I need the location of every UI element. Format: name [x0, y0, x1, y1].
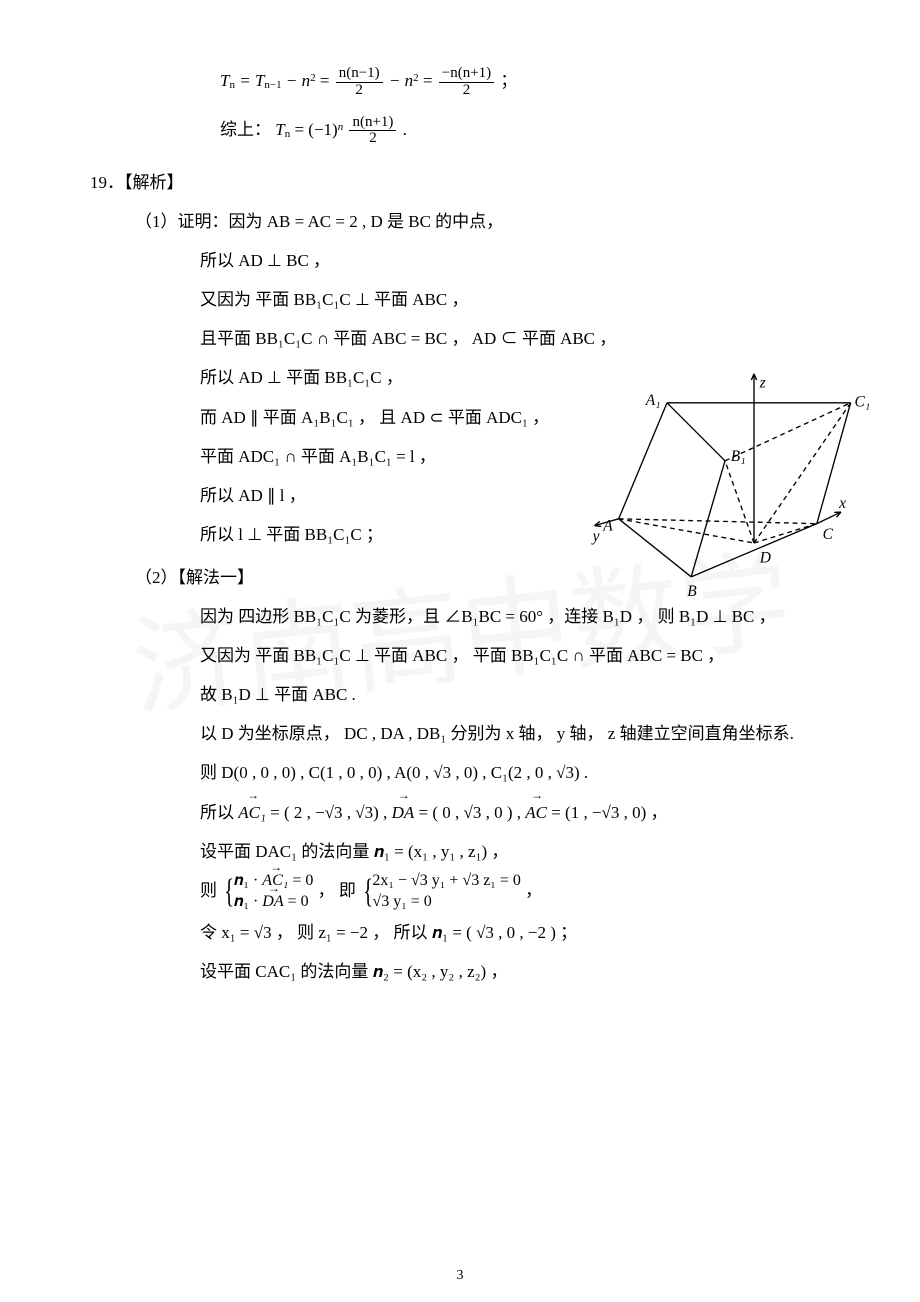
q19-l2: 所以 AD ⊥ BC ， [200, 241, 830, 280]
q19-system: 则 {𝒏₁ · AC₁ = 0𝒏₁ · DA = 0 ， 即 {2x₁ − √3… [200, 871, 830, 913]
q19-l4: 且平面 BB₁C₁C ∩ 平面 ABC = BC ， AD ⊂ 平面 ABC ， [200, 319, 830, 358]
q19-m10: 设平面 CAC₁ 的法向量 𝒏₂ = (x₂ , y₂ , z₂) ， [200, 952, 830, 991]
svg-text:C₁: C₁ [855, 394, 870, 411]
svg-text:A₁: A₁ [645, 392, 661, 409]
formula-Tn-result: 综上： Tn = (−1)n n(n+1)2 . [220, 109, 830, 154]
q19-m4: 以 D 为坐标原点， DC , DA , DB₁ 分别为 x 轴， y 轴， z… [200, 714, 830, 753]
q19-m5: 则 D(0 , 0 , 0) , C(1 , 0 , 0) , A(0 , √3… [200, 753, 830, 792]
svg-text:z: z [759, 374, 766, 391]
page-content: Tn = Tn−1 − n2 = n(n−1)2 − n2 = −n(n+1)2… [0, 0, 920, 1300]
svg-text:x: x [838, 495, 846, 512]
svg-text:B: B [687, 583, 697, 600]
page-number: 3 [457, 1268, 464, 1284]
formula-Tn-recursion: Tn = Tn−1 − n2 = n(n−1)2 − n2 = −n(n+1)2… [220, 60, 830, 105]
svg-text:A: A [602, 517, 613, 534]
q19-heading: 19．【解析】 [90, 163, 830, 202]
q19-m6-vectors: 所以 AC₁ = ( 2 , −√3 , √3) , DA = ( 0 , √3… [200, 793, 830, 832]
q19-m2: 又因为 平面 BB₁C₁C ⊥ 平面 ABC ， 平面 BB₁C₁C ∩ 平面 … [200, 636, 830, 675]
svg-text:y: y [591, 528, 600, 545]
q19-m7: 设平面 DAC₁ 的法向量 𝒏₁ = (x₁ , y₁ , z₁) ， [200, 832, 830, 871]
q19-m9: 令 x₁ = √3 ， 则 z₁ = −2 ， 所以 𝒏₁ = ( √3 , 0… [200, 913, 830, 952]
svg-text:C: C [823, 526, 834, 543]
prism-diagram: A B C D A₁ B₁ C₁ z y x [580, 360, 870, 610]
q19-p1: （1）证明：因为 AB = AC = 2 , D 是 BC 的中点， [135, 202, 830, 241]
svg-text:D: D [759, 549, 771, 566]
q19-m3: 故 B₁D ⊥ 平面 ABC . [200, 675, 830, 714]
q19-l3: 又因为 平面 BB₁C₁C ⊥ 平面 ABC ， [200, 280, 830, 319]
svg-text:B₁: B₁ [731, 448, 746, 465]
